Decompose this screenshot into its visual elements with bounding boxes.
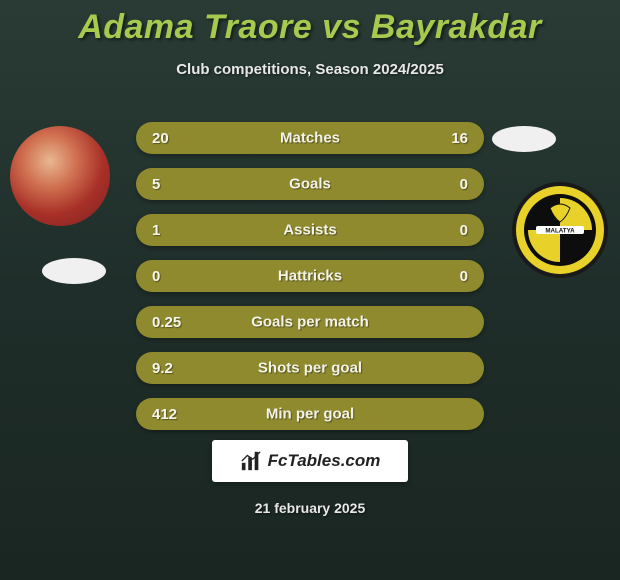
stats-container: 20 Matches 16 5 Goals 0 1 Assists 0 0 Hattricks 0 0.…	[136, 122, 484, 444]
player-right-flag	[492, 126, 556, 152]
stat-value-left: 20	[152, 130, 169, 147]
player-right-club-badge: MALATYA	[510, 180, 610, 280]
stat-label: Goals per match	[251, 314, 369, 331]
stat-value-right: 0	[460, 176, 468, 193]
club-badge-text: MALATYA	[545, 228, 575, 235]
stat-row: 9.2 Shots per goal	[136, 352, 484, 384]
stat-row: 0 Hattricks 0	[136, 260, 484, 292]
stat-value-left: 1	[152, 222, 160, 239]
stat-label: Shots per goal	[258, 360, 362, 377]
chart-icon	[240, 450, 262, 472]
stat-value-right: 0	[460, 268, 468, 285]
stat-row: 20 Matches 16	[136, 122, 484, 154]
player-left-avatar	[10, 126, 110, 226]
stat-value-right: 0	[460, 222, 468, 239]
stat-row: 1 Assists 0	[136, 214, 484, 246]
stat-label: Matches	[280, 130, 340, 147]
stat-value-left: 412	[152, 406, 177, 423]
stat-value-left: 5	[152, 176, 160, 193]
subtitle: Club competitions, Season 2024/2025	[0, 61, 620, 78]
stat-value-left: 0.25	[152, 314, 181, 331]
stat-row: 5 Goals 0	[136, 168, 484, 200]
stat-label: Assists	[283, 222, 336, 239]
stat-label: Hattricks	[278, 268, 342, 285]
stat-value-left: 9.2	[152, 360, 173, 377]
stat-value-right: 16	[451, 130, 468, 147]
stat-label: Goals	[289, 176, 331, 193]
brand-text: FcTables.com	[268, 451, 381, 471]
stat-row: 0.25 Goals per match	[136, 306, 484, 338]
page-title: Adama Traore vs Bayrakdar	[0, 0, 620, 47]
stat-row: 412 Min per goal	[136, 398, 484, 430]
fctables-badge[interactable]: FcTables.com	[212, 440, 408, 482]
stat-label: Min per goal	[266, 406, 354, 423]
date-text: 21 february 2025	[0, 500, 620, 516]
player-left-flag	[42, 258, 106, 284]
stat-value-left: 0	[152, 268, 160, 285]
